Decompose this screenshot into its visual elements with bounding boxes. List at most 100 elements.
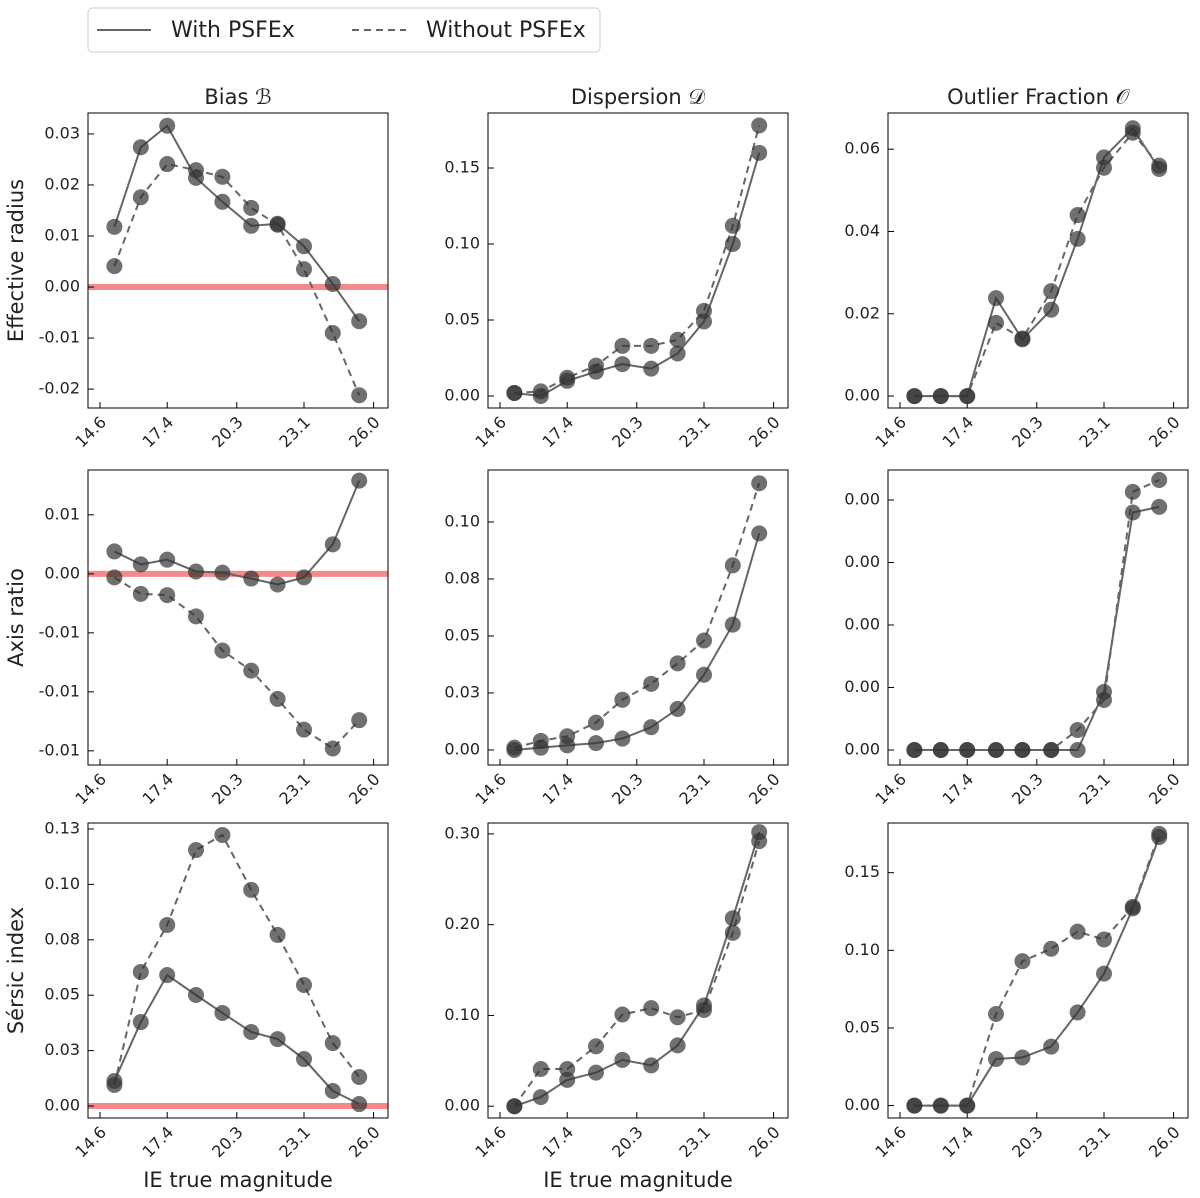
series-line	[914, 479, 1160, 751]
data-point	[532, 732, 549, 749]
y-tick-label: 0.03	[44, 123, 80, 142]
data-point	[214, 642, 231, 659]
data-point	[324, 740, 341, 757]
x-tick-label: 23.1	[1075, 770, 1114, 809]
data-point	[669, 700, 686, 717]
y-tick-label: 0.02	[844, 303, 880, 322]
data-point	[1043, 940, 1060, 957]
data-point	[188, 563, 204, 580]
x-tick-label: 14.6	[471, 770, 510, 809]
y-tick-label: 0.00	[444, 385, 480, 404]
data-point	[214, 1004, 231, 1021]
panel: 0.00 0.10 0.20 0.30 14.6 17.4 20.3 23.1 26.0 IE t…	[444, 822, 789, 1192]
y-tick-label: 0.10	[444, 1005, 480, 1024]
y-tick-label: 0.10	[444, 511, 480, 530]
x-tick-label: 23.1	[675, 770, 714, 809]
series-line	[113, 480, 361, 586]
data-point	[588, 1064, 604, 1081]
y-tick-label: 0.00	[844, 615, 880, 634]
data-point	[296, 721, 312, 738]
x-tick-label: 23.1	[275, 770, 314, 809]
panel-title: Outlier Fraction 𝒪	[947, 85, 1130, 109]
panel: 0.00 0.05 0.10 0.15 14.6 17.4 20.3 23.1 26.0	[844, 822, 1189, 1162]
x-tick-label: 20.3	[608, 1123, 647, 1162]
x-tick-label: 20.3	[208, 770, 247, 809]
y-tick-label: -0.01	[39, 740, 80, 759]
x-tick-label: 14.6	[71, 413, 110, 452]
data-point	[559, 369, 576, 386]
data-point	[159, 916, 176, 933]
x-tick-label: 26.0	[745, 1123, 784, 1162]
data-point	[751, 475, 768, 492]
data-point	[132, 556, 149, 573]
y-tick-label: 0.00	[444, 1096, 480, 1115]
axes-frame	[487, 822, 789, 1119]
axes-frame	[887, 469, 1189, 766]
data-point	[159, 156, 176, 173]
x-axis-label: IE true magnitude	[543, 1168, 733, 1192]
x-tick-label: 14.6	[471, 413, 510, 452]
data-point	[906, 742, 923, 758]
data-point	[614, 1006, 631, 1023]
data-point	[932, 388, 949, 405]
x-tick-label: 17.4	[939, 413, 978, 452]
axes-frame	[87, 112, 389, 409]
x-tick-label: 17.4	[139, 413, 178, 452]
data-point	[532, 383, 549, 400]
series-line	[514, 482, 761, 749]
data-point	[932, 742, 949, 758]
data-point	[751, 833, 768, 850]
data-point	[351, 387, 368, 404]
data-point	[243, 662, 260, 679]
data-point	[669, 1009, 686, 1026]
data-point	[988, 1005, 1004, 1022]
y-tick-label: 0.00	[844, 552, 880, 571]
x-tick-label: 17.4	[539, 1123, 578, 1162]
data-point	[696, 302, 712, 319]
data-point	[188, 986, 204, 1003]
series-line	[113, 162, 361, 396]
x-tick-label: 26.0	[345, 413, 384, 452]
data-point	[132, 585, 149, 602]
x-tick-label: 14.6	[471, 1123, 510, 1162]
data-point	[724, 924, 741, 941]
series-line	[914, 126, 1161, 398]
data-point	[1096, 965, 1112, 982]
data-point	[296, 569, 312, 586]
x-tick-label: 14.6	[71, 1123, 110, 1162]
series-line	[914, 131, 1160, 398]
x-tick-label: 14.6	[871, 1123, 910, 1162]
data-point	[959, 1097, 976, 1114]
y-tick-label: 0.03	[44, 1040, 80, 1059]
data-point	[1069, 742, 1086, 758]
data-point	[1124, 898, 1141, 915]
data-point	[588, 1038, 604, 1055]
data-point	[588, 735, 604, 752]
data-point	[296, 238, 312, 255]
x-tick-label: 26.0	[1145, 1123, 1184, 1162]
data-point	[351, 472, 368, 489]
x-tick-label: 23.1	[1075, 413, 1114, 452]
data-point	[614, 691, 631, 708]
data-point	[669, 345, 686, 362]
y-tick-label: 0.13	[44, 818, 80, 837]
series-line	[113, 576, 360, 750]
axes-frame	[487, 469, 789, 766]
data-point	[669, 331, 686, 348]
y-tick-label: 0.00	[844, 677, 880, 696]
x-tick-label: 17.4	[539, 413, 578, 452]
data-point	[1069, 923, 1086, 940]
panel: -0.01 -0.01 -0.01 0.00 0.01 14.6 17.4 20.3 23.1 2…	[4, 469, 389, 809]
x-tick-label: 20.3	[208, 413, 247, 452]
data-point	[214, 826, 231, 843]
data-point	[696, 632, 712, 649]
data-point	[751, 144, 768, 161]
y-tick-label: 0.05	[844, 1017, 880, 1036]
y-axis-label: Sérsic index	[4, 907, 28, 1034]
y-axis-label: Effective radius	[4, 179, 28, 342]
data-point	[159, 587, 176, 604]
data-point	[214, 193, 231, 210]
data-point	[269, 576, 286, 593]
axes-frame	[887, 112, 1189, 409]
